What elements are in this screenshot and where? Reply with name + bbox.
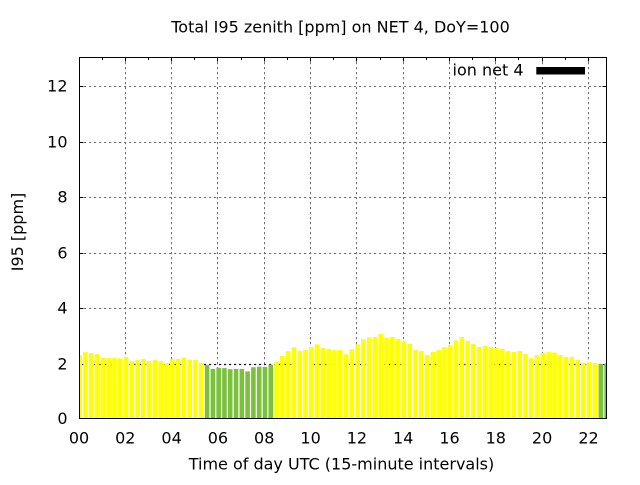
svg-text:14: 14 [393, 429, 413, 448]
svg-text:20: 20 [532, 429, 552, 448]
svg-text:04: 04 [161, 429, 181, 448]
svg-text:0: 0 [57, 409, 67, 428]
svg-text:12: 12 [347, 429, 367, 448]
svg-text:Total I95 zenith [ppm] on NET: Total I95 zenith [ppm] on NET 4, DoY=100 [170, 18, 510, 37]
svg-text:6: 6 [57, 243, 67, 262]
svg-text:00: 00 [69, 429, 89, 448]
svg-text:Time of day UTC (15-minute int: Time of day UTC (15-minute intervals) [188, 454, 495, 473]
svg-text:12: 12 [47, 76, 67, 95]
svg-text:06: 06 [208, 429, 228, 448]
svg-text:8: 8 [57, 187, 67, 206]
svg-text:10: 10 [47, 132, 67, 151]
svg-text:18: 18 [486, 429, 506, 448]
svg-text:10: 10 [300, 429, 320, 448]
svg-text:08: 08 [254, 429, 274, 448]
svg-text:I95 [ppm]: I95 [ppm] [8, 193, 27, 272]
svg-text:4: 4 [57, 298, 67, 317]
svg-text:2: 2 [57, 354, 67, 373]
svg-text:02: 02 [115, 429, 135, 448]
svg-text:16: 16 [439, 429, 459, 448]
svg-text:22: 22 [578, 429, 598, 448]
svg-text:ion net 4: ion net 4 [453, 61, 524, 80]
